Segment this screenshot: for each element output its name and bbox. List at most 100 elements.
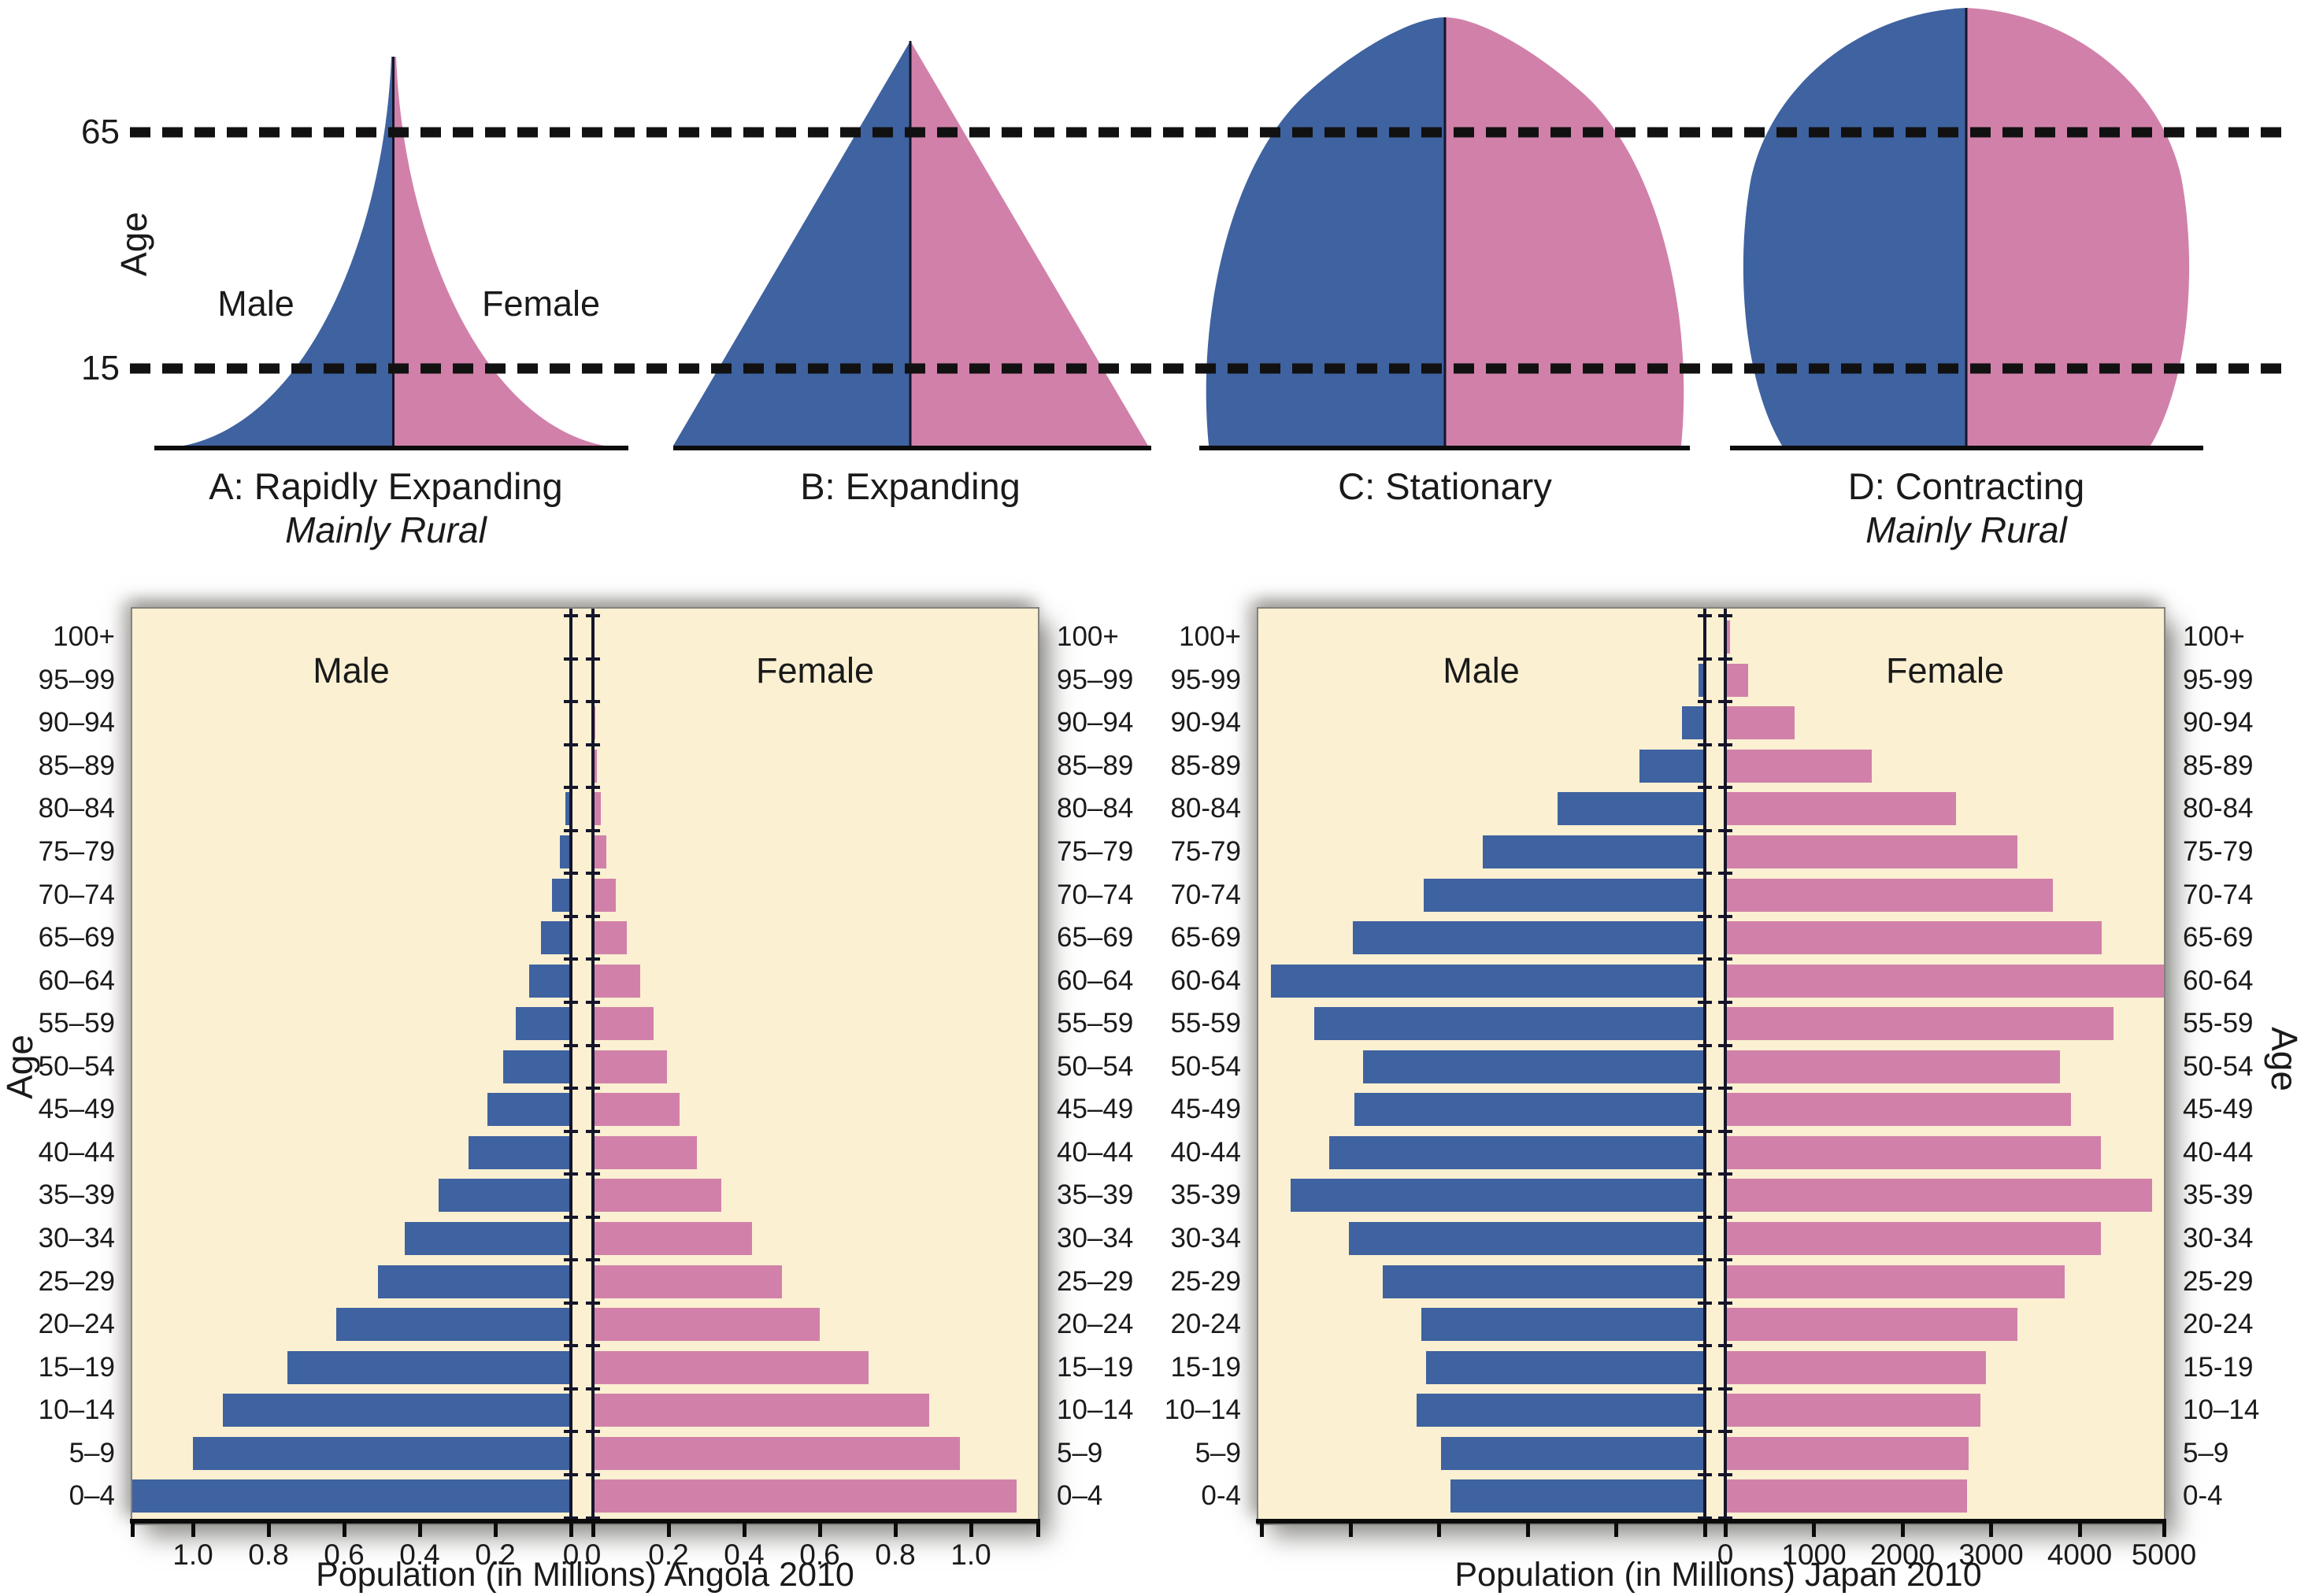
japan-female-bar — [1725, 749, 1872, 783]
angola-axis-tick — [586, 1473, 600, 1476]
angola-female-bar — [593, 1436, 960, 1470]
angola-axis-tick — [564, 1129, 578, 1133]
angola-axis-tick — [564, 1172, 578, 1176]
angola-age-label-right: 10–14 — [1057, 1394, 1134, 1426]
angola-age-label-right: 25–29 — [1057, 1265, 1134, 1297]
angola-x-tick-label: 0.6 — [324, 1539, 365, 1571]
angola-age-label-left: 30–34 — [38, 1222, 115, 1253]
japan-male-bar — [1440, 1436, 1705, 1470]
japan-axis-tick — [1698, 828, 1712, 832]
angola-age-axis-label: Age — [0, 1035, 40, 1099]
angola-axis-tick — [564, 657, 578, 661]
japan-female-bar — [1725, 663, 1749, 697]
pyramid-d-female-shape — [1966, 8, 2190, 446]
angola-female-bar — [593, 1050, 667, 1083]
angola-female-bar — [593, 1093, 680, 1127]
angola-x-tick — [130, 1524, 135, 1537]
angola-male-bar — [565, 792, 571, 826]
japan-axis-tick — [1698, 957, 1712, 961]
angola-female-bar — [593, 1479, 1017, 1513]
japan-female-bar — [1725, 1265, 2065, 1298]
angola-axis-tick — [586, 614, 600, 617]
japan-axis-tick — [1698, 1516, 1712, 1520]
japan-male-bar — [1382, 1265, 1705, 1298]
angola-axis-tick — [564, 1387, 578, 1390]
japan-age-label-left: 35-39 — [1170, 1179, 1241, 1211]
angola-axis-tick — [586, 957, 600, 961]
angola-axis-tick — [586, 1129, 600, 1133]
japan-female-bar — [1725, 620, 1730, 654]
japan-age-label-left: 90-94 — [1170, 707, 1241, 739]
angola-female-bar — [593, 1350, 869, 1384]
angola-age-label-left: 25–29 — [38, 1265, 115, 1297]
angola-age-label-left: 60–64 — [38, 965, 115, 996]
japan-male-bar — [1558, 792, 1705, 826]
japan-male-bar — [1270, 964, 1705, 998]
angola-age-label-left: 40–44 — [38, 1136, 115, 1168]
angola-age-label-left: 20–24 — [38, 1309, 115, 1340]
angola-axis-tick — [586, 1087, 600, 1091]
japan-axis-tick — [1718, 614, 1732, 617]
japan-age-label-right: 75-79 — [2183, 836, 2254, 868]
angola-age-label-right: 70–74 — [1057, 879, 1134, 910]
angola-axis-tick — [586, 742, 600, 746]
japan-female-axis — [1724, 609, 1727, 1519]
angola-axis-tick — [586, 657, 600, 661]
angola-age-label-right: 50–54 — [1057, 1050, 1134, 1082]
schematic-male-label: Male — [217, 283, 295, 324]
angola-axis-tick — [586, 1387, 600, 1390]
pyramid-b-male-shape — [673, 41, 910, 446]
angola-male-bar — [502, 1050, 571, 1083]
angola-x-tick — [342, 1524, 346, 1537]
pyramid-a-female-shape — [394, 57, 604, 446]
japan-axis-tick — [1718, 1430, 1732, 1434]
japan-age-label-right: 85-89 — [2183, 750, 2254, 781]
japan-male-bar — [1450, 1479, 1705, 1513]
angola-x-tick-label: 0.6 — [799, 1539, 840, 1571]
angola-axis-tick — [564, 828, 578, 832]
japan-male-bar — [1362, 1050, 1705, 1083]
angola-axis-tick — [564, 1473, 578, 1476]
angola-age-label-right: 15–19 — [1057, 1351, 1134, 1383]
angola-age-label-left: 90–94 — [38, 707, 115, 739]
angola-age-label-right: 95–99 — [1057, 664, 1134, 695]
japan-age-label-left: 45-49 — [1170, 1094, 1241, 1125]
angola-axis-tick — [586, 914, 600, 918]
angola-x-tick-label: 0 — [562, 1539, 580, 1571]
angola-age-label-right: 5–9 — [1057, 1437, 1103, 1468]
pyramid-c-female-shape — [1445, 17, 1684, 446]
japan-male-label: Male — [1443, 650, 1520, 691]
angola-male-bar — [529, 964, 571, 998]
angola-age-label-left: 80–84 — [38, 793, 115, 824]
japan-axis-tick — [1718, 1344, 1732, 1348]
japan-female-bar — [1725, 792, 1956, 826]
japan-male-bar — [1681, 706, 1705, 740]
japan-female-bar — [1725, 706, 1795, 740]
angola-male-bar — [193, 1436, 571, 1470]
angola-axis-tick — [586, 1301, 600, 1305]
japan-x-tick — [1614, 1524, 1618, 1537]
japan-age-label-right: 5–9 — [2183, 1437, 2229, 1468]
japan-female-bar — [1725, 1050, 2061, 1083]
japan-female-bar — [1725, 921, 2102, 955]
angola-x-axis-title: Population (in Millions) Angola 2010 — [316, 1555, 854, 1594]
japan-age-label-left: 100+ — [1179, 621, 1241, 653]
angola-male-bar — [287, 1350, 571, 1384]
japan-age-label-right: 35-39 — [2183, 1179, 2254, 1211]
japan-age-label-left: 70-74 — [1170, 879, 1241, 910]
angola-x-tick — [817, 1524, 822, 1537]
japan-axis-tick — [1698, 1301, 1712, 1305]
angola-axis-tick — [564, 957, 578, 961]
angola-male-bar — [404, 1221, 571, 1255]
japan-age-label-left: 20-24 — [1170, 1309, 1241, 1340]
japan-female-bar — [1725, 1135, 2101, 1169]
japan-axis-tick — [1698, 1129, 1712, 1133]
japan-age-label-left: 15-19 — [1170, 1351, 1241, 1383]
japan-age-label-right: 70-74 — [2183, 879, 2254, 910]
japan-axis-tick — [1718, 742, 1732, 746]
japan-x-tick-label: 0 — [1717, 1539, 1734, 1571]
angola-axis-tick — [586, 1516, 600, 1520]
pyramid-b-caption: B: Expanding — [800, 465, 1021, 507]
japan-x-tick — [1723, 1524, 1728, 1537]
